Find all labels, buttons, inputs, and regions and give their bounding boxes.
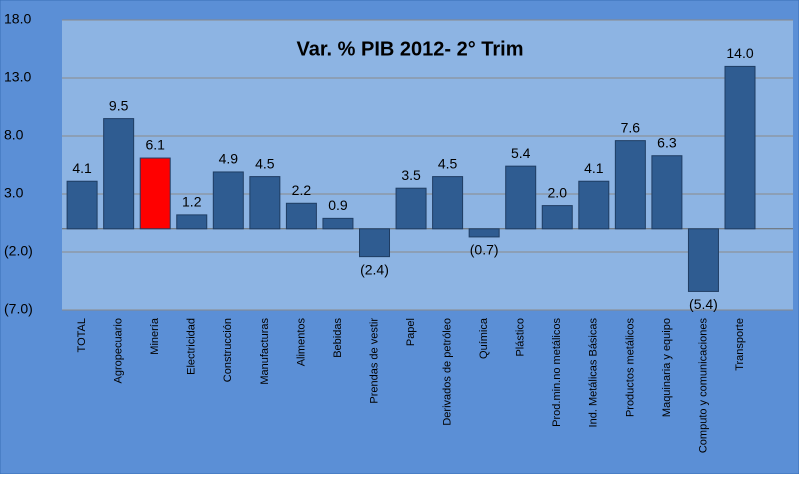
data-label: 4.5	[438, 155, 458, 171]
bar	[66, 180, 98, 230]
x-tick-label: TOTAL	[76, 318, 88, 352]
x-tick-label: Manufacturas	[259, 318, 271, 385]
x-tick-label: Construcción	[222, 318, 234, 382]
data-label: 6.1	[145, 137, 165, 153]
x-tick-label: Ind. Metálicas Básicas	[588, 318, 600, 428]
y-tick-label: 13.0	[4, 69, 31, 85]
x-tick-label: Agropecuario	[113, 318, 125, 383]
bar	[139, 157, 171, 230]
y-tick-label: 3.0	[4, 185, 24, 201]
x-tick-label: Derivados de petróleo	[442, 318, 454, 426]
data-label: 4.1	[584, 160, 604, 176]
data-label: 1.2	[182, 194, 202, 210]
x-tick-label: Papel	[405, 318, 417, 346]
bar	[359, 228, 391, 258]
y-tick-label: (7.0)	[4, 301, 33, 317]
bar	[285, 202, 317, 230]
data-label: 4.9	[219, 151, 239, 167]
x-tick-label: Plástico	[515, 318, 527, 357]
plot-area	[62, 20, 793, 310]
bar	[541, 205, 573, 230]
y-tick-label: 8.0	[4, 127, 24, 143]
x-tick-label: Electricidad	[186, 318, 198, 375]
bar	[395, 187, 427, 230]
data-label: 7.6	[621, 119, 641, 135]
data-label: 0.9	[328, 197, 348, 213]
x-tick-label: Prod.min.no metálicos	[551, 318, 563, 427]
data-label: 4.1	[72, 160, 92, 176]
y-tick-label: (2.0)	[4, 243, 33, 259]
x-tick-label: Prendas de vestir	[368, 318, 380, 404]
bar	[432, 176, 464, 230]
data-label: (5.4)	[689, 296, 718, 312]
data-label: 4.5	[255, 155, 275, 171]
data-label: 9.5	[109, 97, 129, 113]
data-label: 5.4	[511, 145, 531, 161]
bar	[103, 118, 135, 230]
bar	[651, 155, 683, 230]
bar	[578, 180, 610, 230]
y-tick-label: 18.0	[4, 11, 31, 27]
chart-title: Var. % PIB 2012- 2° Trim	[296, 38, 523, 60]
data-label: 2.2	[292, 182, 312, 198]
bar	[176, 214, 208, 230]
data-label: 6.3	[657, 134, 677, 150]
bar	[505, 165, 537, 230]
data-label: (2.4)	[360, 261, 389, 277]
data-label: 3.5	[401, 167, 421, 183]
data-label: 2.0	[548, 184, 568, 200]
bar	[724, 65, 756, 230]
data-label: (0.7)	[470, 242, 499, 258]
x-tick-label: Transporte	[734, 318, 746, 371]
bar	[212, 171, 244, 230]
x-tick-label: Productos metálicos	[624, 318, 636, 418]
x-tick-label: Computo y comunicaciones	[697, 318, 709, 454]
bar	[614, 140, 646, 230]
x-tick-label: Minería	[149, 317, 161, 355]
x-tick-label: Química	[478, 317, 490, 359]
bar	[468, 228, 500, 238]
data-label: 14.0	[726, 45, 753, 61]
x-tick-label: Bebidas	[332, 318, 344, 358]
bar	[249, 176, 281, 230]
bar	[322, 217, 354, 230]
x-tick-label: Maquinaria y equipo	[661, 318, 673, 417]
bar	[687, 228, 719, 292]
x-tick-label: Alimentos	[295, 318, 307, 367]
